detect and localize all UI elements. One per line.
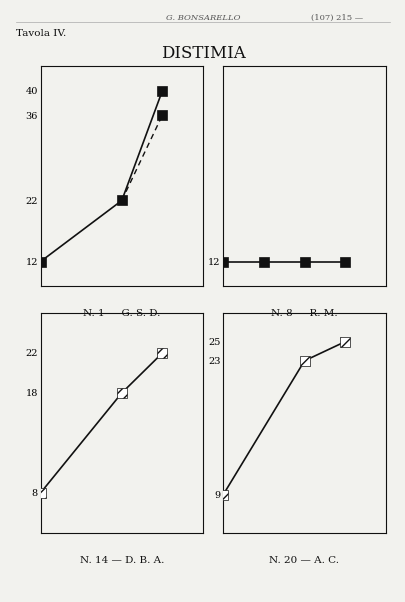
Bar [157, 85, 167, 96]
Text: N. 14 — D. B. A.: N. 14 — D. B. A. [79, 556, 164, 565]
Bar [339, 256, 349, 267]
Text: N. 8 — R. M.: N. 8 — R. M. [271, 309, 337, 318]
Bar [258, 256, 268, 267]
Text: (107) 215 —: (107) 215 — [310, 14, 362, 22]
Bar [157, 348, 167, 358]
Bar [157, 110, 167, 120]
Text: N. 20 — A. C.: N. 20 — A. C. [269, 556, 339, 565]
Bar [218, 256, 228, 267]
Bar [299, 356, 309, 366]
Bar [36, 488, 45, 498]
Bar [218, 489, 228, 500]
Bar [117, 196, 126, 205]
Text: G. BONSARELLO: G. BONSARELLO [165, 14, 240, 22]
Text: Tavola IV.: Tavola IV. [16, 29, 66, 38]
Text: N. 1 — G. S. D.: N. 1 — G. S. D. [83, 309, 160, 318]
Text: DISTIMIA: DISTIMIA [160, 45, 245, 62]
Bar [299, 256, 309, 267]
Bar [36, 256, 45, 267]
Bar [117, 388, 126, 398]
Bar [339, 337, 349, 347]
